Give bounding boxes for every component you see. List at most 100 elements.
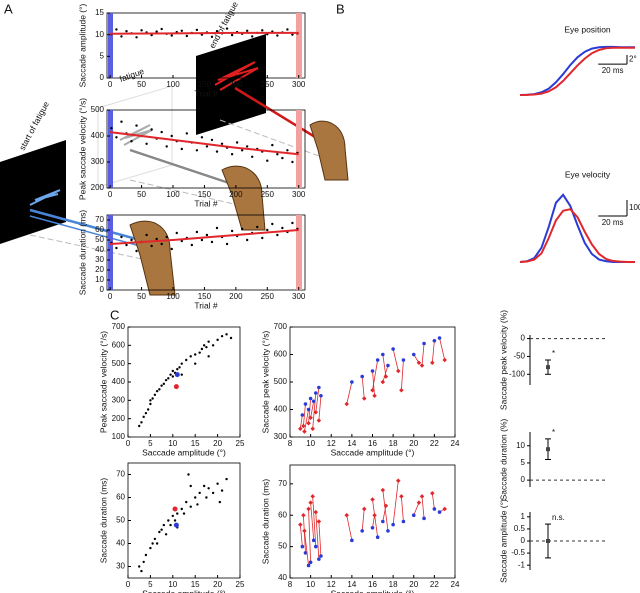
start-point — [386, 529, 390, 533]
x-tick-label: 150 — [198, 190, 212, 199]
point — [207, 487, 210, 490]
start-point — [375, 358, 380, 362]
point — [225, 477, 228, 481]
panel-label: C — [110, 307, 119, 322]
point — [205, 345, 208, 349]
start-point — [411, 352, 416, 357]
start-band — [108, 215, 113, 290]
highlight-point — [172, 506, 178, 512]
point — [196, 503, 199, 506]
fit-line — [110, 131, 299, 156]
point — [195, 28, 199, 32]
trace — [519, 208, 635, 263]
panel-label: B — [336, 1, 345, 16]
change-line — [310, 502, 315, 541]
mean-point — [546, 539, 550, 543]
y-tick-label: 70 — [95, 215, 104, 224]
trace — [519, 46, 635, 96]
end-point — [306, 506, 311, 512]
change-line — [382, 365, 389, 383]
x-tick-label: 0 — [108, 80, 113, 89]
point — [120, 235, 123, 239]
point — [276, 233, 279, 237]
x-tick-label: 0 — [126, 439, 131, 448]
start-point — [350, 538, 354, 543]
point — [150, 244, 153, 248]
fit-line — [110, 31, 299, 35]
point — [180, 239, 183, 243]
start-point — [386, 363, 390, 368]
point — [151, 397, 154, 400]
point — [149, 399, 152, 402]
point — [145, 142, 148, 145]
point — [229, 336, 233, 340]
point — [185, 132, 189, 135]
y-tick-label: 500 — [91, 105, 105, 114]
x-tick-label: 10 — [168, 580, 177, 589]
change-line — [372, 499, 379, 538]
point — [202, 484, 206, 488]
x-tick-label: 20 — [409, 439, 418, 448]
point — [245, 145, 249, 148]
x-tick-label: 300 — [292, 190, 306, 199]
highlight-point — [173, 384, 179, 390]
point — [225, 27, 229, 30]
end-point — [310, 494, 315, 499]
point — [251, 155, 254, 158]
point — [271, 222, 274, 226]
scale-label-x: 20 ms — [602, 66, 624, 75]
point — [187, 473, 190, 476]
point — [189, 484, 192, 488]
start-point — [437, 336, 442, 340]
change-line — [315, 512, 320, 560]
point — [149, 546, 152, 550]
change-line — [304, 530, 309, 566]
x-tick-label: 300 — [292, 80, 306, 89]
start-point — [319, 393, 323, 398]
start-point — [422, 516, 426, 521]
end-point — [298, 426, 303, 432]
point — [125, 243, 128, 247]
change-line — [310, 401, 315, 418]
x-tick-label: 12 — [327, 580, 336, 589]
end-point — [430, 490, 435, 496]
y-axis-label: Saccade duration (ms) — [260, 479, 270, 565]
start-point — [300, 413, 305, 417]
end-point — [302, 429, 307, 434]
y-tick-label: 5 — [100, 51, 105, 60]
point — [175, 231, 178, 235]
y-tick-label: 0 — [100, 73, 105, 82]
point — [190, 243, 194, 247]
change-line — [400, 496, 404, 522]
end-point — [308, 500, 313, 505]
point — [110, 127, 113, 130]
point — [261, 29, 264, 32]
start-point — [381, 352, 385, 357]
y-tick-label: 20 — [95, 265, 104, 274]
change-line — [312, 392, 317, 429]
y-tick-label: 500 — [112, 359, 126, 368]
mean-point — [546, 365, 550, 370]
point — [171, 514, 174, 518]
start-point — [350, 380, 354, 384]
point — [266, 159, 269, 162]
start-point — [381, 519, 385, 524]
y-tick-label: 30 — [95, 255, 104, 264]
point — [169, 373, 172, 376]
start-point — [360, 374, 364, 379]
point — [230, 33, 234, 37]
point — [245, 238, 249, 242]
point — [180, 373, 183, 376]
y-tick-label: 700 — [112, 322, 126, 331]
end-point — [416, 500, 422, 505]
x-tick-label: 10 — [306, 439, 315, 448]
start-point — [319, 554, 323, 558]
point — [169, 523, 172, 527]
x-tick-label: 22 — [430, 439, 439, 448]
x-axis-label: Saccade amplitude (°) — [331, 447, 415, 457]
point — [210, 35, 214, 39]
point — [115, 136, 118, 139]
point — [170, 134, 173, 138]
x-tick-label: 8 — [288, 580, 293, 589]
x-tick-label: 0 — [126, 580, 131, 589]
